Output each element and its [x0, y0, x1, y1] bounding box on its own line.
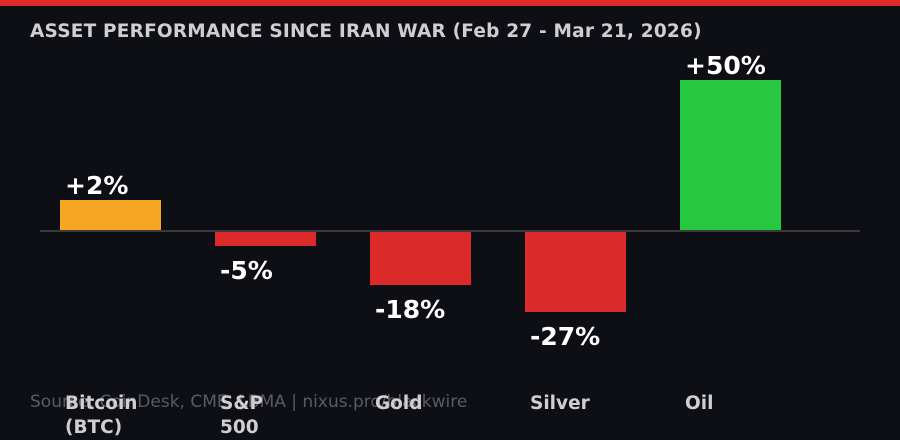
category-label-silver: Silver [530, 392, 630, 416]
bar-bitcoin [60, 200, 161, 230]
category-label-line1: Gold [375, 393, 423, 414]
category-label-line1: Bitcoin [65, 393, 138, 414]
category-label-line1: S&P [220, 393, 264, 414]
value-label-oil: +50% [685, 51, 766, 80]
bar-oil [680, 80, 781, 230]
value-label-bitcoin: +2% [65, 171, 129, 200]
category-label-gold: Gold [375, 392, 475, 416]
bar-silver [525, 232, 626, 312]
bar-gold [370, 232, 471, 285]
bar-sp500 [215, 232, 316, 246]
chart-title: ASSET PERFORMANCE SINCE IRAN WAR (Feb 27… [30, 21, 702, 42]
category-label-sp500: S&P 500 [220, 392, 320, 440]
source-note: Source: CoinDesk, CME, LBMA | nixus.pro/… [30, 392, 468, 412]
category-label-bitcoin: Bitcoin (BTC) [65, 392, 165, 440]
category-label-line1: Oil [685, 393, 714, 414]
category-label-line1: Silver [530, 393, 590, 414]
value-label-sp500: -5% [220, 256, 273, 285]
category-label-oil: Oil [685, 392, 785, 416]
value-label-gold: -18% [375, 295, 446, 324]
accent-top-bar [0, 0, 900, 6]
value-label-silver: -27% [530, 322, 601, 351]
zero-baseline [40, 230, 860, 232]
